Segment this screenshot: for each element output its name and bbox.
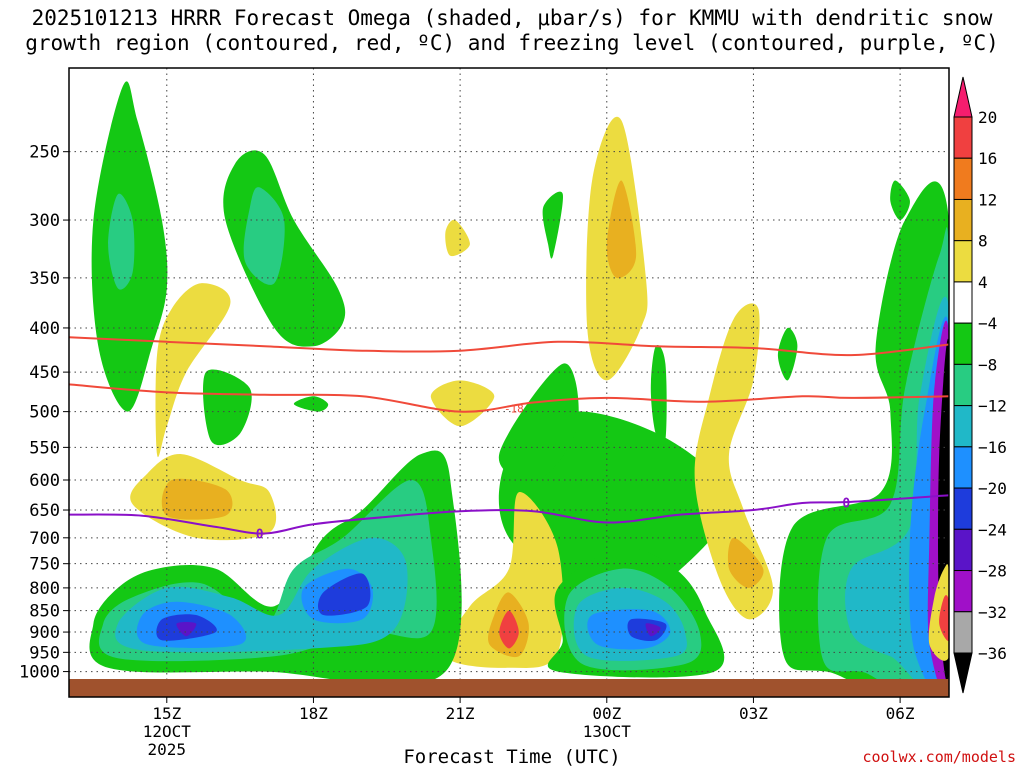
omega-region — [243, 187, 285, 285]
y-tick-label: 500 — [29, 403, 60, 423]
colorbar-label: −32 — [978, 603, 1007, 622]
colorbar-swatch — [953, 240, 973, 283]
credit-link[interactable]: coolwx.com/models — [862, 748, 1016, 766]
colorbar-swatch — [953, 281, 973, 324]
dgz-contour-label: -18 — [504, 403, 524, 416]
colorbar-label: −24 — [978, 520, 1007, 539]
chart-title-line-2: growth region (contoured, red, ºC) and f… — [25, 31, 999, 55]
omega-region — [108, 193, 135, 290]
colorbar-label: 8 — [978, 232, 988, 251]
y-tick-label: 450 — [29, 363, 60, 383]
x-tick-label: 06Z — [886, 704, 915, 723]
omega-region — [444, 492, 564, 668]
omega-region — [203, 369, 252, 446]
colorbar-label: 16 — [978, 149, 997, 168]
colorbar-label: −28 — [978, 562, 1007, 581]
colorbar-swatch — [953, 322, 973, 365]
y-tick-label: 250 — [29, 143, 60, 163]
x-tick-label: 15Z — [152, 704, 181, 723]
y-tick-label: 400 — [29, 319, 60, 339]
x-tick-label: 18Z — [299, 704, 328, 723]
dgz-contour — [69, 336, 949, 357]
colorbar-label: −4 — [978, 314, 997, 333]
omega-region — [939, 595, 949, 641]
colorbar-label: 4 — [978, 273, 988, 292]
colorbar-swatch — [953, 116, 973, 159]
y-tick-label: 750 — [29, 555, 60, 575]
omega-region — [318, 573, 371, 616]
colorbar-swatch — [953, 157, 973, 200]
x-tick-label: 00Z — [592, 704, 621, 723]
x-tick-date-label: 12OCT — [143, 722, 192, 741]
ground-bar — [69, 679, 949, 697]
omega-region — [645, 623, 661, 637]
colorbar-swatch — [953, 487, 973, 530]
colorbar-label: −36 — [978, 644, 1007, 663]
colorbar-swatch — [953, 198, 973, 242]
y-tick-label: 950 — [29, 643, 60, 663]
y-tick-label: 800 — [29, 579, 60, 599]
x-tick-date-label: 13OCT — [583, 722, 632, 741]
y-tick-label: 850 — [29, 602, 60, 622]
chart-title-line-1: 2025101213 HRRR Forecast Omega (shaded, … — [31, 6, 993, 30]
colorbar-swatch — [953, 570, 973, 613]
omega-region — [445, 219, 470, 257]
omega-region — [606, 180, 637, 279]
y-tick-label: 350 — [29, 269, 60, 289]
y-tick-label: 700 — [29, 529, 60, 549]
x-tick-label: 21Z — [446, 704, 475, 723]
freezing-level-label: 0 — [842, 496, 850, 511]
omega-region — [542, 191, 563, 259]
freezing-level-label: 0 — [256, 528, 264, 543]
x-tick-year-label: 2025 — [148, 740, 187, 759]
y-tick-label: 650 — [29, 501, 60, 521]
colorbar-swatch — [953, 363, 973, 407]
colorbar-swatch — [953, 405, 973, 448]
omega-region — [430, 380, 495, 427]
omega-region — [694, 303, 774, 620]
colorbar-label: 12 — [978, 190, 997, 209]
colorbar-top-triangle — [953, 76, 973, 118]
omega-region — [155, 283, 231, 458]
y-tick-label: 550 — [29, 438, 60, 458]
colorbar-swatch — [953, 446, 973, 489]
freezing-level-line — [69, 494, 949, 535]
x-tick-label: 03Z — [739, 704, 768, 723]
omega-region — [727, 537, 764, 588]
colorbar-swatch — [953, 528, 973, 572]
colorbar-label: −16 — [978, 438, 1007, 457]
colorbar-swatch — [953, 611, 973, 654]
omega-region — [176, 622, 197, 637]
colorbar-label: −20 — [978, 479, 1007, 498]
dgz-contour — [69, 383, 949, 413]
omega-region — [161, 478, 233, 520]
y-tick-label: 300 — [29, 211, 60, 231]
colorbar-label: −12 — [978, 397, 1007, 416]
omega-region — [777, 327, 798, 381]
omega-region — [498, 363, 579, 482]
y-tick-label: 1000 — [19, 663, 60, 683]
colorbar-label: 20 — [978, 108, 997, 127]
omega-region — [499, 610, 519, 649]
y-tick-label: 600 — [29, 471, 60, 491]
x-axis-label: Forecast Time (UTC) — [403, 746, 621, 768]
plot-frame — [68, 67, 950, 698]
colorbar-label: −8 — [978, 355, 997, 374]
omega-region — [293, 396, 329, 412]
colorbar-bottom-triangle — [953, 652, 973, 694]
y-tick-label: 900 — [29, 623, 60, 643]
chart-title: 2025101213 HRRR Forecast Omega (shaded, … — [0, 6, 1024, 56]
omega-region — [650, 344, 667, 446]
